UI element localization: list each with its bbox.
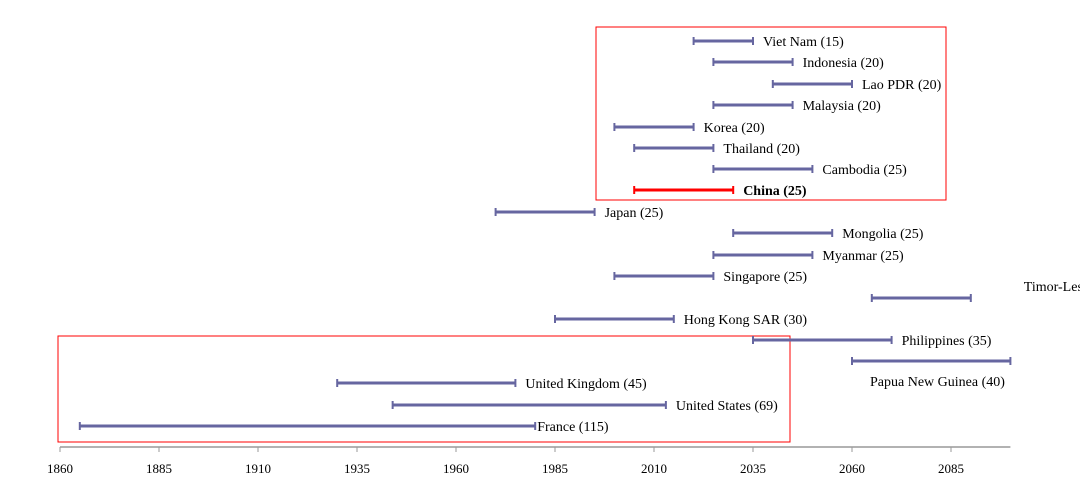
range-bar-9: Mongolia (25) (732, 227, 924, 242)
range-bar-0: Viet Nam (15) (692, 35, 844, 50)
range-bar-16: United Kingdom (45) (336, 377, 647, 392)
range-bar-18: France (115) (78, 420, 609, 435)
x-tick-label: 1910 (245, 461, 271, 476)
bar-label: Malaysia (20) (803, 99, 881, 114)
bar-label: United States (69) (676, 399, 778, 414)
bar-label: Cambodia (25) (822, 163, 907, 178)
range-bar-15: Papua New Guinea (40) (851, 357, 1012, 390)
x-tick-label: 1860 (47, 461, 73, 476)
x-tick-label: 1985 (542, 461, 568, 476)
x-tick-label: 1885 (146, 461, 172, 476)
bar-label: Viet Nam (15) (763, 35, 844, 50)
highlight-box-west (57, 335, 791, 443)
bar-label: France (115) (537, 420, 609, 435)
range-bar-7: China (25) (633, 184, 807, 199)
bar-label: Korea (20) (704, 121, 765, 136)
range-bar-8: Japan (25) (494, 206, 664, 221)
bar-label: China (25) (743, 184, 807, 199)
bar-label: Hong Kong SAR (30) (684, 313, 808, 328)
bar-label: Lao PDR (20) (862, 78, 942, 93)
x-tick-label: 2035 (740, 461, 766, 476)
x-tick-label: 2085 (938, 461, 964, 476)
range-bar-6: Cambodia (25) (712, 163, 907, 178)
range-bar-13: Hong Kong SAR (30) (554, 313, 808, 328)
bar-label: Singapore (25) (723, 270, 807, 285)
range-bar-1: Indonesia (20) (712, 56, 885, 71)
bar-label: Japan (25) (605, 206, 664, 221)
bar-label: Timor-Leste (25) (1024, 280, 1080, 295)
highlight-box-asia (595, 26, 947, 201)
bar-label: Indonesia (20) (803, 56, 885, 71)
x-tick-label: 2060 (839, 461, 865, 476)
range-bar-14: Philippines (35) (752, 334, 992, 349)
bar-label: Thailand (20) (723, 142, 800, 157)
range-bar-17: United States (69) (391, 399, 778, 414)
range-bar-4: Korea (20) (613, 121, 765, 136)
x-tick-label: 1960 (443, 461, 469, 476)
range-bar-2: Lao PDR (20) (771, 78, 942, 93)
bar-label: Myanmar (25) (822, 249, 904, 264)
range-bar-11: Singapore (25) (613, 270, 807, 285)
x-tick-label: 2010 (641, 461, 667, 476)
range-bar-12: Timor-Leste (25) (870, 280, 1080, 302)
bar-label: Mongolia (25) (842, 227, 924, 242)
range-bar-5: Thailand (20) (633, 142, 800, 157)
bar-label: Philippines (35) (902, 334, 992, 349)
range-bar-10: Myanmar (25) (712, 249, 904, 264)
bar-label: Papua New Guinea (40) (870, 375, 1005, 390)
range-bar-3: Malaysia (20) (712, 99, 881, 114)
x-tick-label: 1935 (344, 461, 370, 476)
bar-label: United Kingdom (45) (525, 377, 647, 392)
